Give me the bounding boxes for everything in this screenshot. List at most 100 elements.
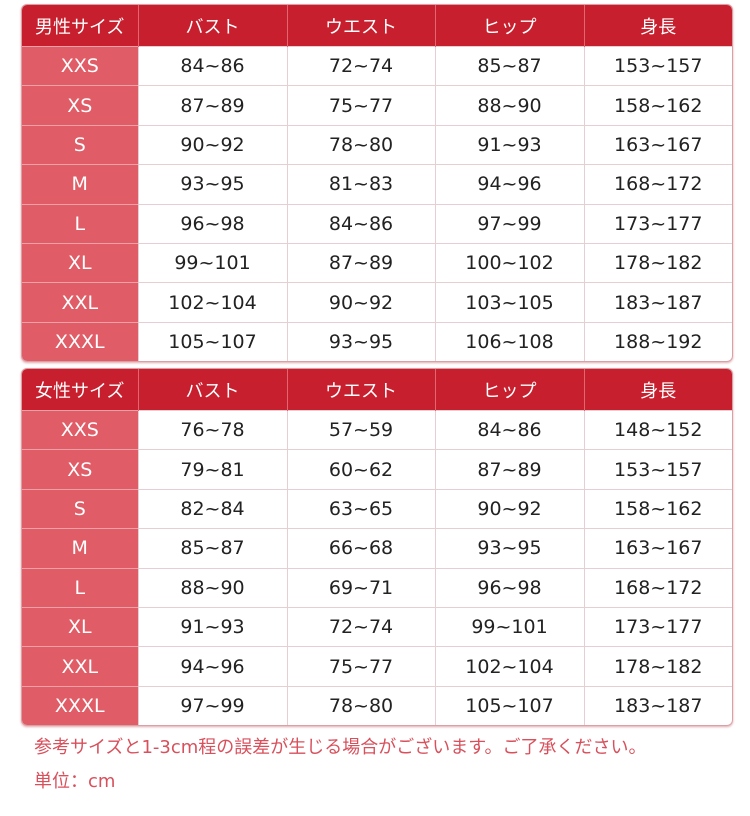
waist-cell: 84~86 — [287, 203, 436, 244]
bust-cell: 102~104 — [138, 282, 288, 323]
height-cell: 158~162 — [584, 85, 732, 126]
size-cell: XL — [22, 242, 139, 283]
waist-cell: 75~77 — [287, 646, 436, 687]
bust-cell: 96~98 — [138, 203, 288, 244]
table-row: L 96~98 84~86 97~99 173~177 — [22, 203, 732, 244]
height-cell: 168~172 — [584, 164, 732, 205]
header-row: 女性サイズ バスト ウエスト ヒップ 身長 — [22, 369, 732, 411]
hip-cell: 99~101 — [435, 606, 585, 647]
hip-header: ヒップ — [435, 5, 585, 47]
size-cell: L — [22, 203, 139, 244]
size-cell: XXL — [22, 282, 139, 323]
hip-cell: 102~104 — [435, 646, 585, 687]
hip-cell: 85~87 — [435, 45, 585, 86]
table-row: M 85~87 66~68 93~95 163~167 — [22, 528, 732, 569]
waist-cell: 72~74 — [287, 606, 436, 647]
bust-header: バスト — [138, 369, 288, 411]
waist-cell: 57~59 — [287, 409, 436, 450]
height-cell: 158~162 — [584, 488, 732, 529]
hip-cell: 94~96 — [435, 164, 585, 205]
hip-cell: 103~105 — [435, 282, 585, 323]
waist-cell: 93~95 — [287, 321, 436, 362]
size-cell: S — [22, 124, 139, 165]
hip-cell: 96~98 — [435, 567, 585, 608]
hip-cell: 93~95 — [435, 528, 585, 569]
waist-cell: 78~80 — [287, 124, 436, 165]
size-cell: M — [22, 164, 139, 205]
bust-cell: 88~90 — [138, 567, 288, 608]
height-cell: 173~177 — [584, 606, 732, 647]
height-cell: 188~192 — [584, 321, 732, 362]
hip-cell: 87~89 — [435, 449, 585, 490]
height-cell: 163~167 — [584, 124, 732, 165]
height-cell: 153~157 — [584, 45, 732, 86]
height-cell: 153~157 — [584, 449, 732, 490]
mens-size-table: 男性サイズ バスト ウエスト ヒップ 身長 XXS 84~86 72~74 85~87 153~1… — [21, 4, 733, 363]
waist-cell: 66~68 — [287, 528, 436, 569]
bust-cell: 82~84 — [138, 488, 288, 529]
size-cell: XS — [22, 449, 139, 490]
bust-cell: 85~87 — [138, 528, 288, 569]
table-row: XXXL 105~107 93~95 106~108 188~192 — [22, 321, 732, 362]
disclaimer-note: 参考サイズと1-3cm程の誤差が生じる場合がございます。ご了承ください。 — [34, 737, 647, 758]
table-row: XXL 94~96 75~77 102~104 178~182 — [22, 646, 732, 687]
hip-cell: 90~92 — [435, 488, 585, 529]
size-header: 男性サイズ — [22, 5, 139, 47]
hip-cell: 100~102 — [435, 242, 585, 283]
table-row: XL 99~101 87~89 100~102 178~182 — [22, 242, 732, 283]
hip-header: ヒップ — [435, 369, 585, 411]
waist-cell: 60~62 — [287, 449, 436, 490]
bust-cell: 97~99 — [138, 685, 288, 726]
size-cell: XXS — [22, 45, 139, 86]
table-row: XS 79~81 60~62 87~89 153~157 — [22, 449, 732, 490]
size-cell: S — [22, 488, 139, 529]
bust-cell: 76~78 — [138, 409, 288, 450]
height-header: 身長 — [584, 369, 732, 411]
waist-cell: 63~65 — [287, 488, 436, 529]
table-row: L 88~90 69~71 96~98 168~172 — [22, 567, 732, 608]
waist-cell: 78~80 — [287, 685, 436, 726]
size-header: 女性サイズ — [22, 369, 139, 411]
bust-cell: 99~101 — [138, 242, 288, 283]
bust-header: バスト — [138, 5, 288, 47]
size-cell: XXXL — [22, 685, 139, 726]
size-cell: M — [22, 528, 139, 569]
table-row: XXL 102~104 90~92 103~105 183~187 — [22, 282, 732, 323]
table-row: XXS 76~78 57~59 84~86 148~152 — [22, 409, 732, 450]
waist-header: ウエスト — [287, 369, 436, 411]
waist-cell: 72~74 — [287, 45, 436, 86]
size-cell: XXXL — [22, 321, 139, 362]
height-cell: 148~152 — [584, 409, 732, 450]
waist-cell: 75~77 — [287, 85, 436, 126]
waist-cell: 87~89 — [287, 242, 436, 283]
bust-cell: 90~92 — [138, 124, 288, 165]
height-cell: 183~187 — [584, 282, 732, 323]
table-row: XXXL 97~99 78~80 105~107 183~187 — [22, 685, 732, 726]
height-cell: 163~167 — [584, 528, 732, 569]
header-row: 男性サイズ バスト ウエスト ヒップ 身長 — [22, 5, 732, 47]
size-cell: L — [22, 567, 139, 608]
size-cell: XS — [22, 85, 139, 126]
height-cell: 173~177 — [584, 203, 732, 244]
size-cell: XXS — [22, 409, 139, 450]
table-row: S 90~92 78~80 91~93 163~167 — [22, 124, 732, 165]
womens-size-table: 女性サイズ バスト ウエスト ヒップ 身長 XXS 76~78 57~59 84~86 148~1… — [21, 368, 733, 727]
hip-cell: 84~86 — [435, 409, 585, 450]
unit-note: 単位：cm — [34, 771, 116, 792]
height-cell: 178~182 — [584, 242, 732, 283]
table-row: XXS 84~86 72~74 85~87 153~157 — [22, 45, 732, 86]
waist-cell: 81~83 — [287, 164, 436, 205]
bust-cell: 87~89 — [138, 85, 288, 126]
hip-cell: 88~90 — [435, 85, 585, 126]
height-header: 身長 — [584, 5, 732, 47]
hip-cell: 91~93 — [435, 124, 585, 165]
waist-cell: 69~71 — [287, 567, 436, 608]
height-cell: 168~172 — [584, 567, 732, 608]
waist-header: ウエスト — [287, 5, 436, 47]
waist-cell: 90~92 — [287, 282, 436, 323]
size-cell: XL — [22, 606, 139, 647]
bust-cell: 91~93 — [138, 606, 288, 647]
bust-cell: 79~81 — [138, 449, 288, 490]
size-cell: XXL — [22, 646, 139, 687]
hip-cell: 97~99 — [435, 203, 585, 244]
